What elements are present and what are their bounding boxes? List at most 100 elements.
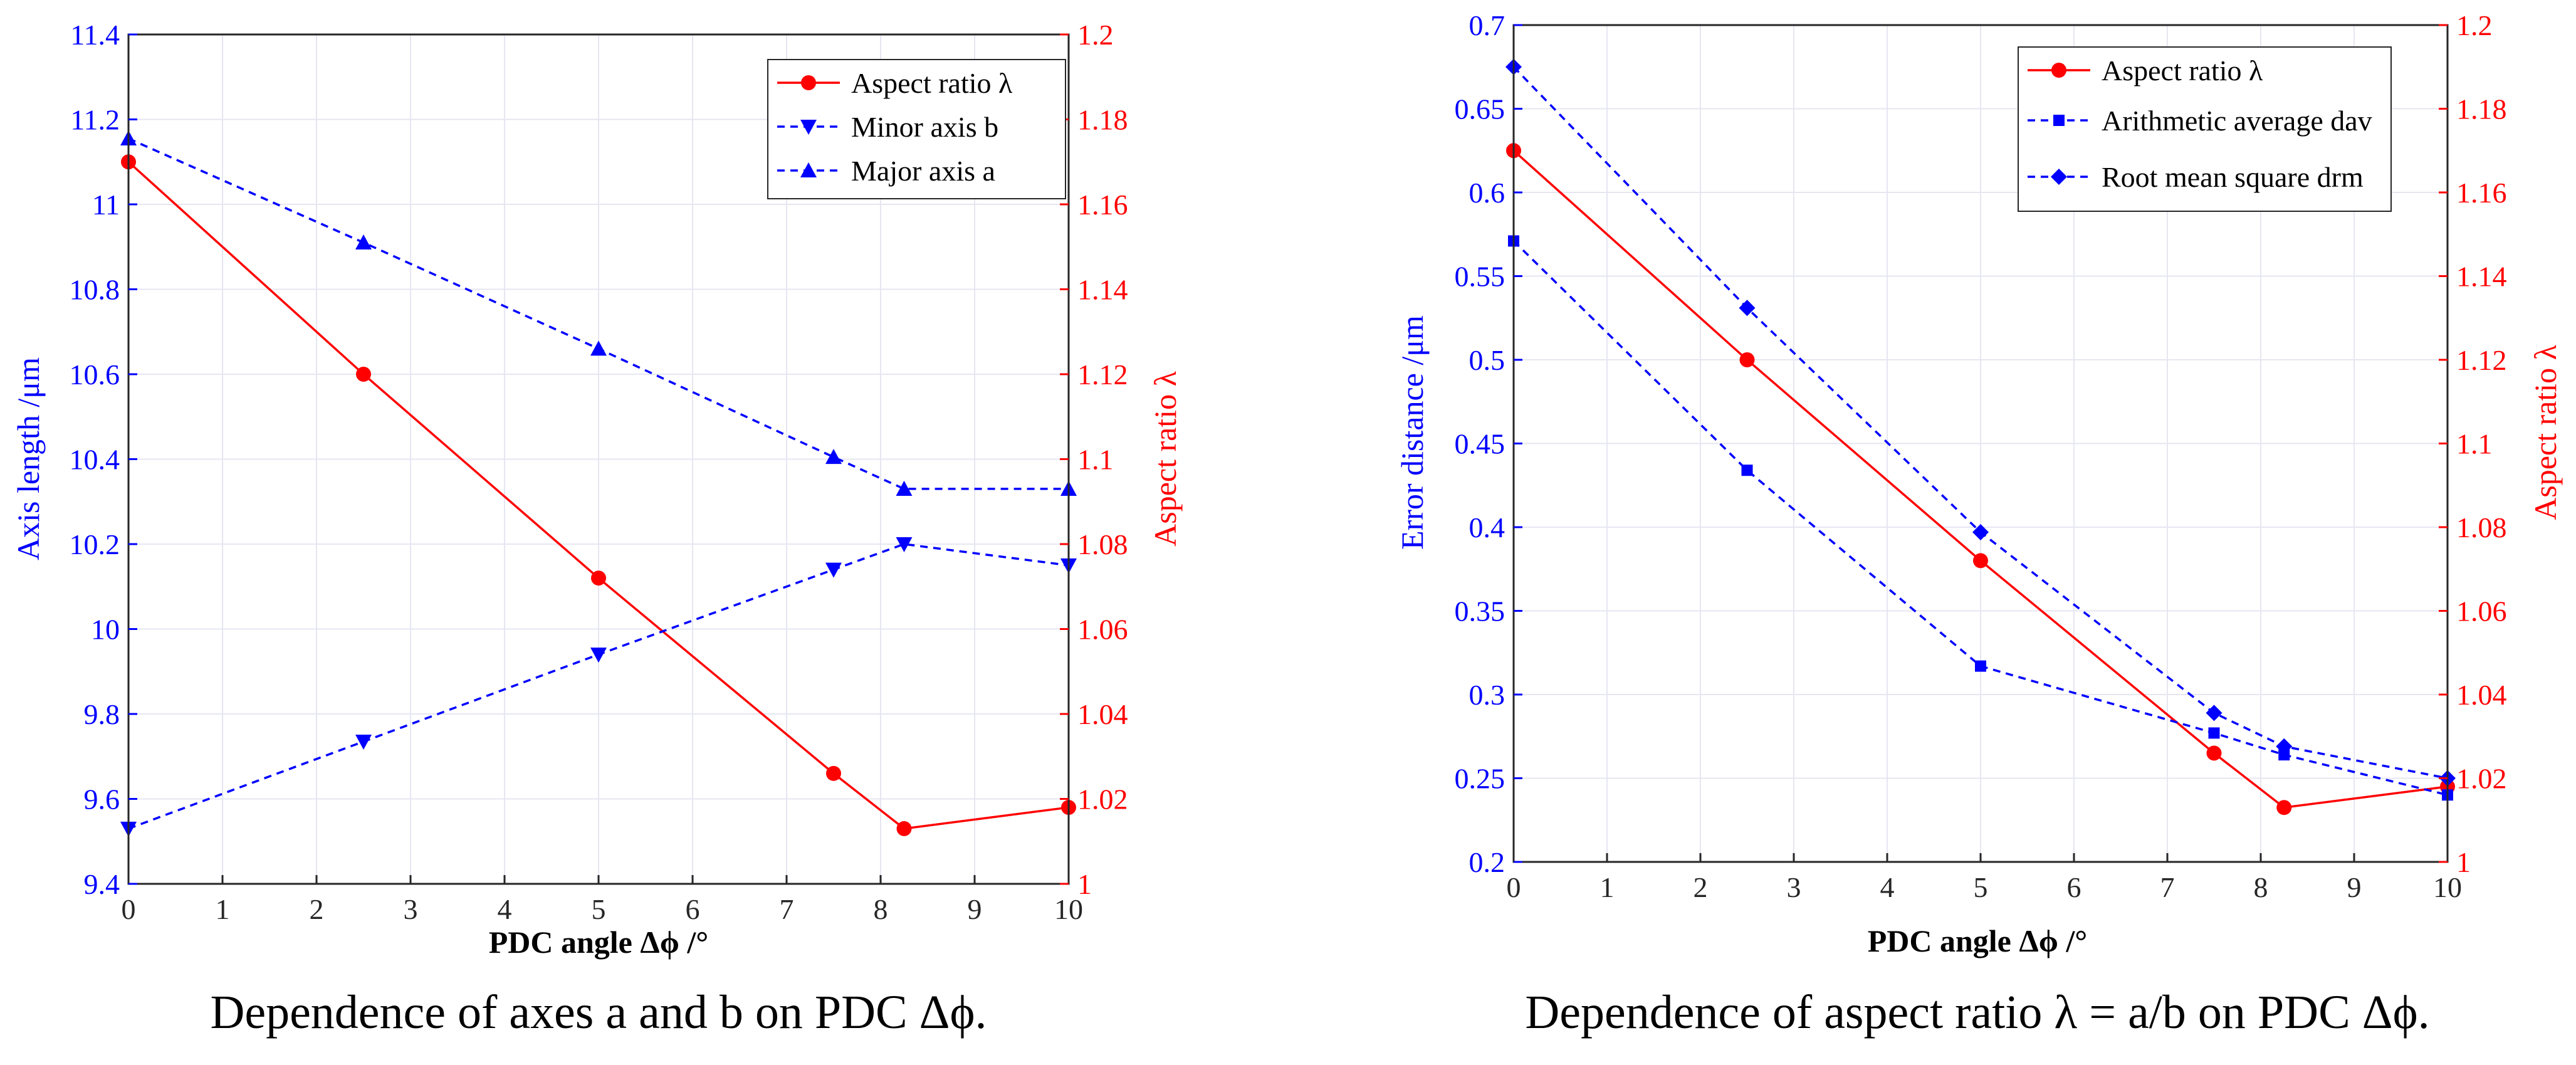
- a-ytick-left-label: 11.4: [70, 19, 120, 51]
- panel-a-legend-marks: [777, 75, 840, 178]
- b-xtick-label: 4: [1880, 871, 1895, 903]
- b-ytick-left-label: 0.7: [1469, 9, 1505, 41]
- a-series-1-point: [825, 562, 842, 578]
- panel-a-series: [120, 130, 1077, 837]
- panel-a-ylabel-right: Aspect ratio λ: [1148, 371, 1183, 547]
- b-ytick-right-label: 1.1: [2456, 428, 2493, 460]
- b-ytick-left-label: 0.25: [1455, 763, 1505, 795]
- b-series-line-1: [1512, 240, 2448, 796]
- panel-b-series: [1505, 58, 2456, 816]
- panel-b-caption: Dependence of aspect ratio λ = a/b on PD…: [1525, 986, 2429, 1039]
- a-ytick-right-label: 1.2: [1077, 19, 1114, 51]
- panel-b-legend: Aspect ratio λ Arithmetic average dav Ro…: [2018, 46, 2392, 212]
- a-series-1-point: [355, 734, 372, 750]
- b-ytick-right-label: 1.14: [2456, 261, 2507, 293]
- b-series-1-point: [1741, 464, 1753, 476]
- a-ytick-right-label: 1.04: [1077, 698, 1128, 730]
- a-ytick-right-label: 1.12: [1077, 359, 1128, 391]
- panel-a-ylabel-left: Axis length /μm: [11, 357, 46, 560]
- a-ytick-left-label: 10.8: [70, 274, 120, 306]
- b-ytick-left-label: 0.35: [1455, 595, 1505, 627]
- b-xtick-label: 1: [1600, 871, 1615, 903]
- b-series-0-point: [2276, 800, 2292, 816]
- b-xtick-label: 0: [1507, 871, 1521, 903]
- a-xtick-label: 8: [874, 893, 888, 925]
- a-xtick-label: 10: [1054, 893, 1083, 925]
- b-ytick-left-label: 0.2: [1469, 846, 1505, 878]
- panel-a-legend-label-aspect: Aspect ratio λ: [851, 67, 1013, 99]
- a-series-2-point: [896, 480, 913, 496]
- a-xtick-label: 6: [686, 893, 700, 925]
- a-ytick-right-label: 1.06: [1077, 614, 1128, 646]
- panel-a-legend-label-major: Major axis a: [851, 155, 995, 187]
- a-xtick-label: 5: [592, 893, 606, 925]
- a-series-2-point: [590, 340, 607, 356]
- b-series-line-2: [1512, 66, 2448, 780]
- b-xtick-label: 9: [2347, 871, 2362, 903]
- b-xtick-label: 6: [2067, 871, 2081, 903]
- b-xtick-label: 8: [2254, 871, 2268, 903]
- panel-a-chart: 0 1 2 3 4 5 6 7 8 9 10 9.4 9.6 9.8 10 10.2 10.4 10.6 10.8 1…: [11, 19, 1183, 1039]
- panel-a-caption: Dependence of axes a and b on PDC Δϕ.: [210, 986, 987, 1039]
- panel-a-legend-label-minor: Minor axis b: [851, 111, 998, 143]
- b-series-2-point: [1972, 524, 1989, 541]
- panel-b-legend-box: [2018, 46, 2392, 212]
- panel-b-ticks: 0 1 2 3 4 5 6 7 8 9 10 0.2 0.25 0.3 0.35 0.4 0.45 0.5 0.55…: [1455, 9, 2507, 903]
- b-ytick-right-label: 1.06: [2456, 595, 2507, 627]
- a-series-1-point: [590, 648, 607, 663]
- panel-b-legend-label-rms: Root mean square drm: [2102, 161, 2364, 193]
- a-ytick-right-label: 1.18: [1077, 104, 1128, 136]
- panel-b-ylabel-right: Aspect ratio λ: [2528, 345, 2563, 520]
- b-ytick-left-label: 0.45: [1455, 428, 1505, 460]
- b-ytick-left-label: 0.6: [1469, 177, 1505, 209]
- a-series-0-point: [826, 765, 841, 781]
- a-xtick-label: 0: [122, 893, 136, 925]
- panel-a-xlabel: PDC angle Δϕ /°: [489, 925, 709, 960]
- a-xtick-label: 1: [216, 893, 230, 925]
- a-legend-marker-0: [801, 75, 816, 90]
- a-ytick-left-label: 10.4: [70, 444, 120, 476]
- a-ytick-right-label: 1.08: [1077, 528, 1128, 560]
- b-ytick-right-label: 1.2: [2456, 9, 2493, 41]
- a-ytick-right-label: 1.02: [1077, 784, 1128, 816]
- a-series-1-point: [896, 537, 913, 552]
- panel-b-xlabel: PDC angle Δϕ /°: [1868, 923, 2088, 958]
- b-legend-marker-1: [2053, 115, 2065, 126]
- b-ytick-right-label: 1.18: [2456, 93, 2507, 125]
- b-ytick-right-label: 1.04: [2456, 679, 2507, 711]
- b-ytick-left-label: 0.5: [1469, 344, 1505, 376]
- b-series-0-point: [2206, 745, 2222, 761]
- panel-b-ylabel-left: Error distance /μm: [1395, 315, 1430, 550]
- a-ytick-right-label: 1.14: [1077, 274, 1128, 306]
- b-ytick-left-label: 0.4: [1469, 512, 1505, 543]
- panel-b-legend-label-average: Arithmetic average dav: [2102, 105, 2372, 137]
- b-legend-marker-0: [2051, 63, 2066, 78]
- b-ytick-right-label: 1: [2456, 846, 2471, 878]
- a-xtick-label: 3: [404, 893, 418, 925]
- a-series-line-0: [127, 160, 1069, 830]
- b-series-2-point: [2276, 738, 2293, 755]
- b-legend-marker-2: [2051, 169, 2067, 185]
- a-ytick-left-label: 11.2: [70, 104, 120, 136]
- a-series-0-point: [356, 367, 371, 382]
- a-ytick-right-label: 1.1: [1077, 444, 1114, 476]
- a-ytick-left-label: 10.2: [70, 528, 120, 560]
- b-series-2-point: [2206, 705, 2223, 721]
- a-xtick-label: 4: [498, 893, 512, 925]
- a-legend-marker-2: [800, 162, 817, 178]
- b-ytick-right-label: 1.02: [2456, 763, 2507, 795]
- b-ytick-left-label: 0.3: [1469, 679, 1505, 711]
- b-series-1-point: [1975, 660, 1986, 672]
- b-ytick-right-label: 1.16: [2456, 177, 2507, 209]
- a-xtick-label: 9: [968, 893, 982, 925]
- panel-a-legend: Aspect ratio λ Minor axis b Major axis a: [767, 59, 1066, 199]
- b-series-0-point: [1973, 553, 1988, 569]
- a-series-2-point: [825, 449, 842, 464]
- b-ytick-right-label: 1.12: [2456, 344, 2507, 376]
- b-ytick-right-label: 1.08: [2456, 512, 2507, 543]
- b-xtick-label: 2: [1694, 871, 1708, 903]
- a-xtick-label: 2: [310, 893, 324, 925]
- b-xtick-label: 3: [1787, 871, 1801, 903]
- b-series-line-0: [1512, 149, 2448, 809]
